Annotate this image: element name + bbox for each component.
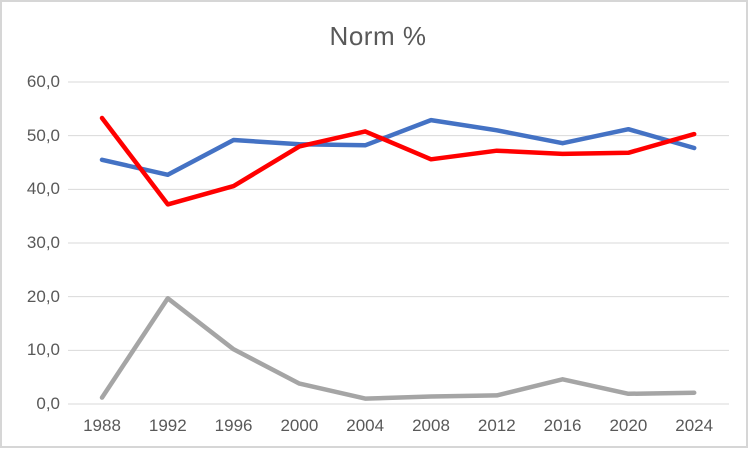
blue-series-line: [99, 117, 697, 178]
y-axis-tick-label: 50,0: [26, 125, 60, 145]
y-axis-tick-label: 0,0: [36, 394, 60, 413]
gray-series-line: [99, 296, 697, 401]
x-axis-tick-label: 1996: [214, 416, 253, 435]
chart-title: Norm %: [329, 21, 427, 51]
y-axis-tick-label: 30,0: [26, 233, 60, 252]
x-axis-tick-label: 2000: [280, 416, 319, 435]
x-axis-tick-label: 1988: [83, 416, 121, 435]
y-axis-tick-label: 20,0: [26, 286, 60, 306]
x-axis-tick-label: 2004: [346, 416, 385, 435]
x-axis-tick-label: 2012: [477, 416, 516, 435]
x-axis-tick-label: 2008: [412, 416, 450, 435]
x-axis-tick-label: 2020: [609, 416, 648, 435]
x-axis-tick-label: 2024: [675, 416, 714, 435]
y-axis-tick-label: 60,0: [26, 72, 60, 91]
x-axis-tick-label: 1992: [148, 416, 187, 435]
y-axis-tick-label: 40,0: [26, 179, 60, 199]
x-axis-tick-label: 2016: [543, 416, 582, 435]
y-axis-tick-label: 10,0: [26, 340, 60, 360]
red-series-line: [99, 115, 697, 207]
